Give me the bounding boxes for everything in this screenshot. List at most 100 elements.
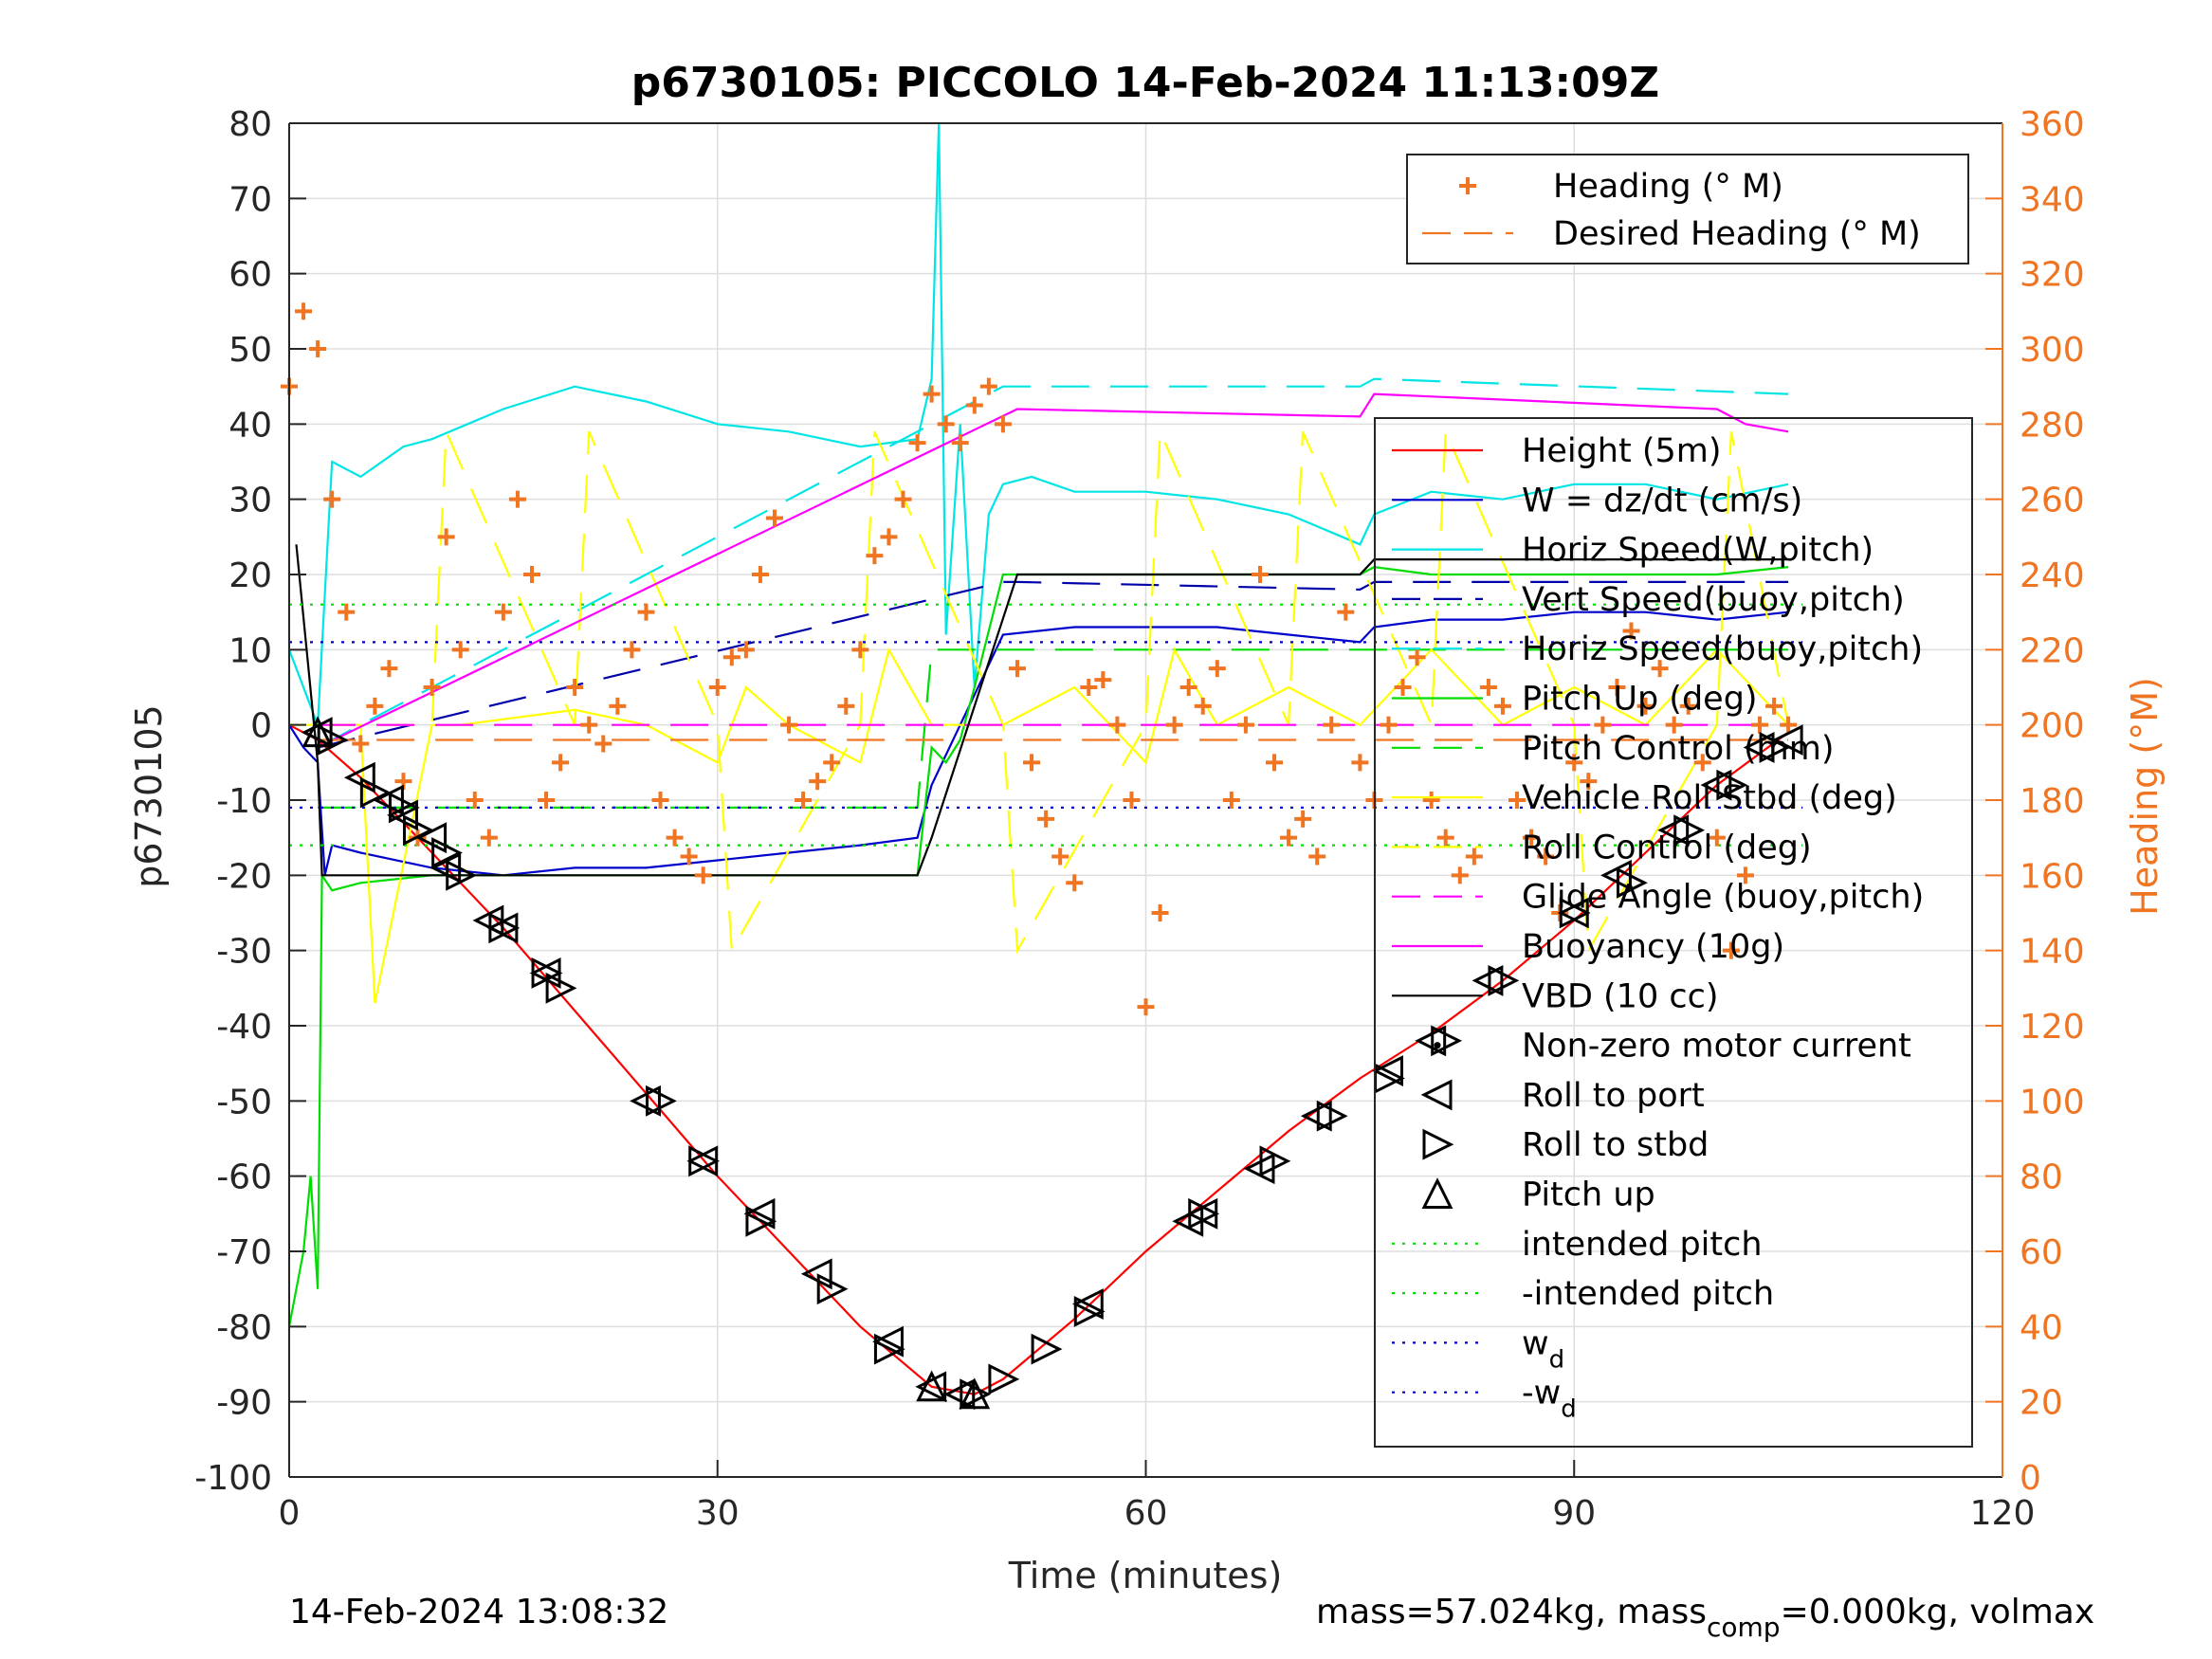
x-tick-label: 30: [696, 1494, 740, 1533]
y-tick-label-right: 220: [2020, 631, 2085, 670]
roll-to-port-marker: [1372, 1055, 1403, 1087]
heading-point: [1651, 660, 1669, 678]
heading-point: [894, 490, 912, 508]
heading-point: [1580, 773, 1598, 791]
roll-to-stbd-marker: [545, 972, 577, 1004]
y-tick-label-left: -90: [216, 1384, 272, 1423]
y-tick-label-left: 40: [229, 406, 272, 445]
heading-point: [1008, 660, 1026, 678]
heading-point: [423, 679, 441, 696]
heading-point: [338, 603, 356, 621]
heading-point: [466, 792, 484, 809]
legend-symbol-tri-left: [1420, 1079, 1453, 1111]
roll-to-stbd-marker: [1716, 769, 1748, 801]
legend-main: Height (5m) W = dz/dt (cm/s) Horiz Speed(W…: [1374, 417, 1973, 1448]
heading-point: [1780, 716, 1798, 734]
legend-main-label: W = dz/dt (cm/s): [1522, 482, 1802, 520]
roll-to-stbd-marker: [688, 1145, 721, 1177]
heading-point: [295, 302, 313, 320]
heading-point: [1236, 716, 1254, 734]
pitch-up-marker: [916, 1370, 948, 1402]
heading-point: [1394, 679, 1412, 696]
heading-point: [1493, 697, 1511, 715]
roll-to-stbd-marker: [388, 792, 420, 824]
legend-main-label: Pitch up: [1522, 1176, 1655, 1214]
legend-heading-label: Desired Heading (° M): [1553, 215, 1921, 253]
roll-to-stbd-marker: [816, 1273, 849, 1305]
legend-main-label: Roll to stbd: [1522, 1126, 1709, 1164]
heading-point: [666, 829, 684, 847]
roll-to-stbd-marker: [873, 1333, 905, 1365]
axes: 0 30 60 90 120-100-90-80-70-60-50-40-30-20-1…: [194, 105, 2084, 1533]
heading-point: [637, 603, 655, 621]
y-tick-label-left: -50: [216, 1083, 272, 1121]
x-tick-label: 60: [1124, 1494, 1168, 1533]
x-tick-label: 120: [1970, 1494, 2036, 1533]
roll-to-stbd-marker: [1073, 1296, 1106, 1327]
heading-point: [1608, 679, 1626, 696]
marker-group: [301, 716, 1803, 1411]
legend-main-box: [1374, 417, 1973, 1448]
heading-point: [1308, 848, 1326, 866]
heading-point: [1722, 941, 1740, 959]
heading-point: [1094, 671, 1112, 689]
y-tick-label-left: 70: [229, 180, 272, 219]
heading-point: [480, 829, 498, 847]
roll-to-port-marker: [743, 1197, 776, 1230]
heading-point: [1523, 829, 1541, 847]
legend-main-label: VBD (10 cc): [1522, 977, 1719, 1015]
y-tick-label-right: 340: [2020, 180, 2085, 219]
roll-to-stbd-marker: [431, 837, 463, 868]
heading-point: [1337, 603, 1355, 621]
roll-to-stbd-marker: [1559, 897, 1591, 929]
heading-point: [1622, 622, 1640, 640]
series-vbd-10-cc: [295, 544, 1789, 877]
legend-main-label: Vehicle Roll Stbd (deg): [1522, 779, 1897, 817]
heading-point: [522, 566, 540, 583]
heading-point: [1151, 904, 1169, 921]
y-tick-label-right: 240: [2020, 556, 2085, 595]
heading-point: [1037, 810, 1055, 828]
y-tick-label-left: -40: [216, 1008, 272, 1047]
heading-point: [1066, 874, 1084, 892]
heading-point: [1108, 716, 1126, 734]
legend-main-label: Glide Angle (buoy,pitch): [1522, 879, 1924, 917]
heading-point: [508, 490, 526, 508]
heading-point: [366, 697, 384, 715]
y-tick-label-left: 30: [229, 482, 272, 520]
x-axis-label: Time (minutes): [1008, 1555, 1283, 1596]
heading-point: [1693, 754, 1711, 772]
heading-point: [309, 340, 327, 357]
legend-main-label: Horiz Speed(buoy,pitch): [1522, 630, 1923, 668]
y-tick-label-right: 180: [2020, 782, 2085, 821]
legend-main-label: wd: [1522, 1324, 1564, 1374]
heading-point: [680, 848, 698, 866]
heading-point: [1222, 792, 1240, 809]
heading-point: [708, 679, 726, 696]
heading-point: [1736, 866, 1754, 884]
heading-point: [795, 792, 813, 809]
heading-point: [1636, 697, 1654, 715]
roll-to-stbd-marker: [1316, 1100, 1348, 1132]
roll-to-stbd-marker: [446, 859, 478, 891]
y-tick-label-right: 320: [2020, 256, 2085, 295]
pitch-up-marker: [959, 1377, 991, 1410]
heading-point: [1679, 697, 1697, 715]
series-pitch-control-mm: [318, 648, 1789, 810]
heading-point: [1165, 716, 1183, 734]
roll-to-stbd-marker: [988, 1363, 1020, 1395]
heading-point: [1594, 716, 1612, 734]
pitch-up-marker: [302, 716, 334, 748]
chart-title: p6730105: PICCOLO 14-Feb-2024 11:13:09Z: [631, 59, 1659, 107]
heading-point: [566, 679, 584, 696]
y-tick-label-right: 200: [2020, 707, 2085, 746]
legend-heading-label: Heading (° M): [1553, 168, 1783, 206]
heading-point: [1351, 754, 1369, 772]
series-buoyancy-10g: [317, 392, 1789, 749]
legend-main-label: -intended pitch: [1522, 1275, 1774, 1313]
y-tick-label-right: 20: [2020, 1384, 2063, 1423]
series-roll-control-deg: [318, 430, 1790, 955]
heading-point: [923, 385, 941, 403]
heading-point: [380, 660, 398, 678]
